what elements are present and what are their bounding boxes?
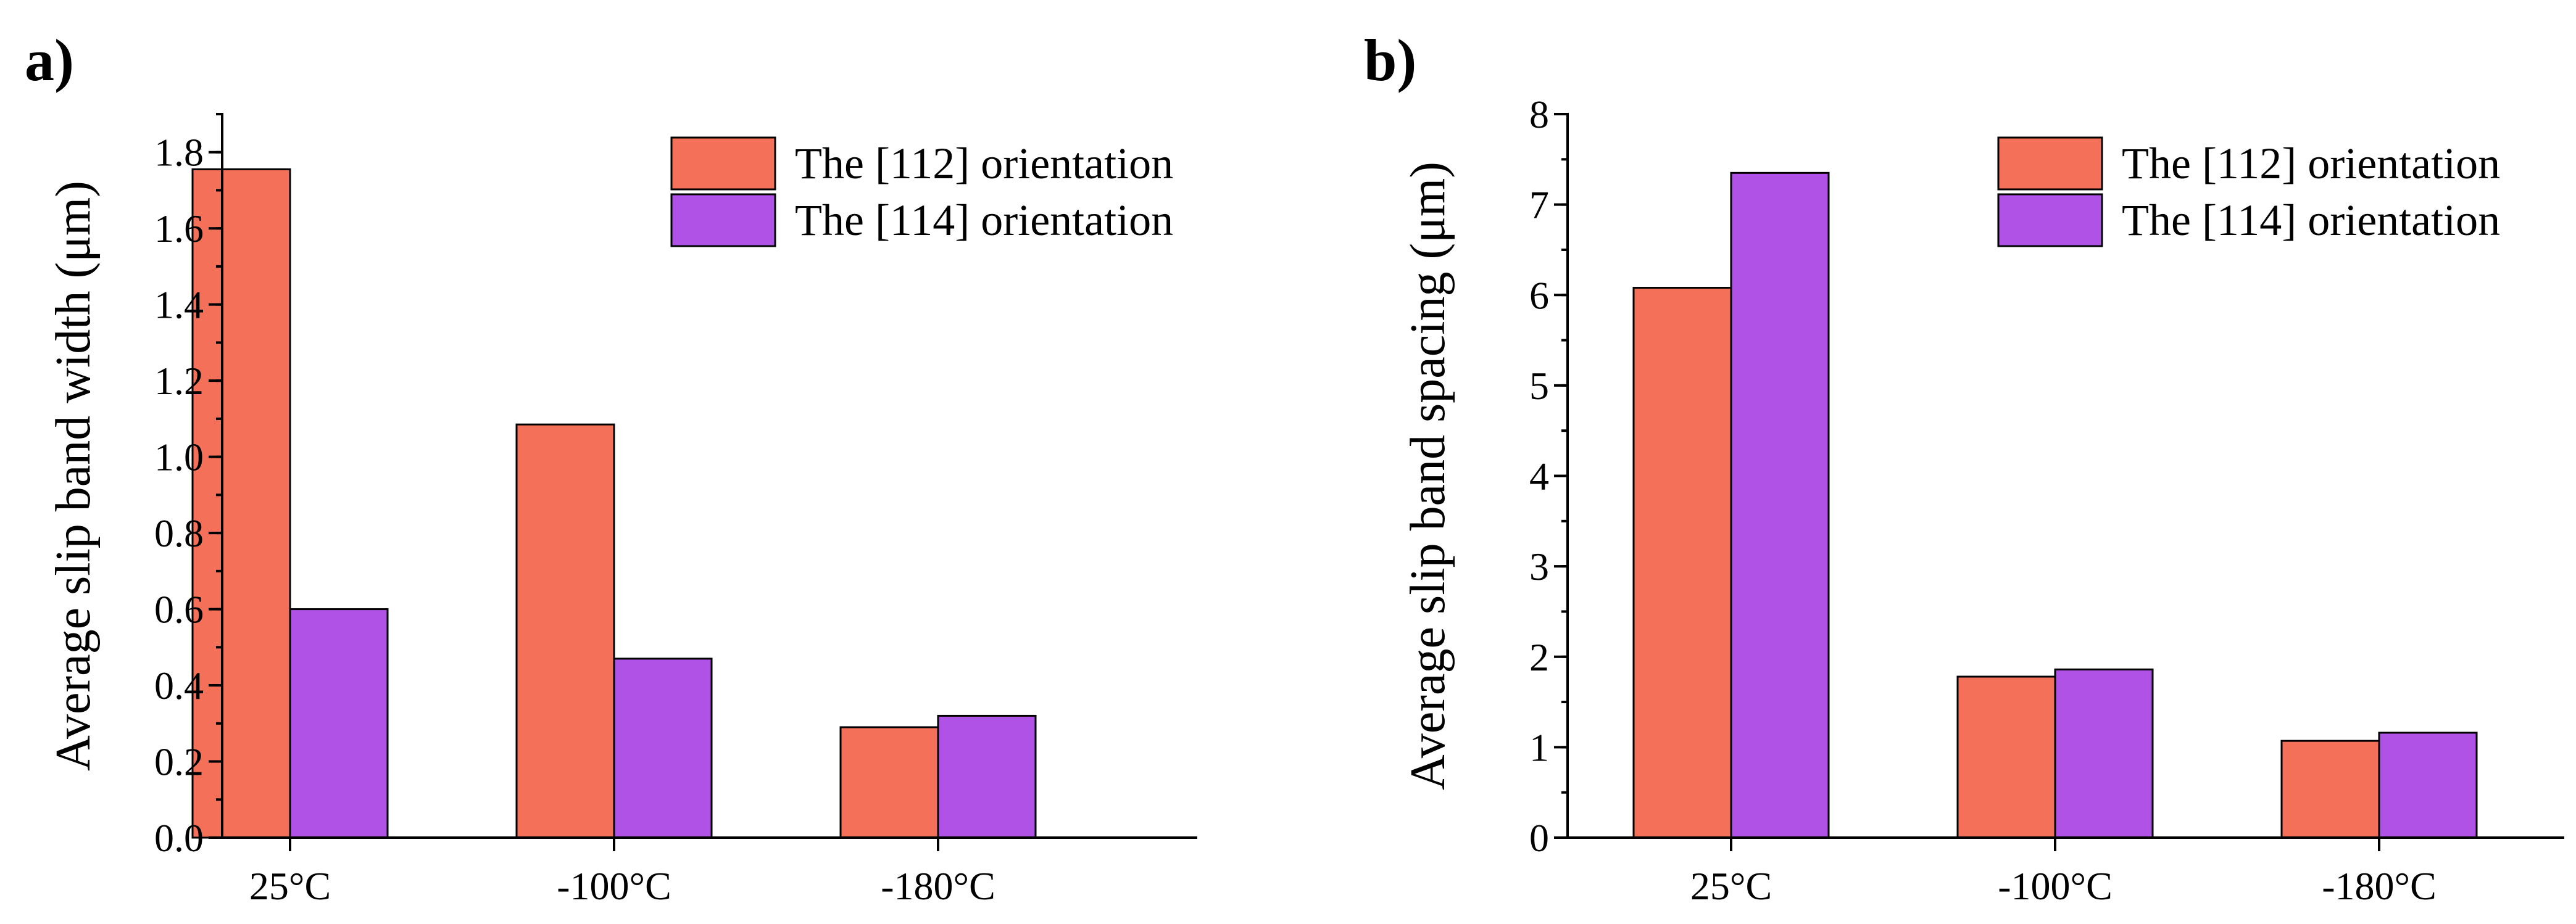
y-tick-label: 4 bbox=[1529, 455, 1549, 498]
legend-label-112: The [112] orientation bbox=[795, 139, 1173, 188]
bar-114-1 bbox=[613, 658, 713, 839]
panel-label: b) bbox=[1364, 27, 1416, 93]
panel-label: a) bbox=[25, 27, 74, 93]
y-tick-label: 1.0 bbox=[154, 435, 204, 479]
bar-114-1 bbox=[2054, 668, 2154, 839]
bar-114-0 bbox=[289, 608, 389, 839]
y-tick-label: 1.8 bbox=[154, 131, 204, 175]
chart-panel-a: a) 0.0 0.2 0.4 0.6 0.8 1.0 1.2 1.4 1.6 1.8 25°C -100… bbox=[25, 27, 1197, 908]
x-tick-label: 25°C bbox=[1690, 864, 1772, 908]
y-tick-label: 0 bbox=[1529, 816, 1549, 860]
bar-112-2 bbox=[839, 726, 939, 839]
bar-114-2 bbox=[2378, 732, 2478, 839]
bar-112-1 bbox=[1956, 675, 2056, 839]
y-tick-label: 1 bbox=[1529, 725, 1549, 769]
bar-114-0 bbox=[1730, 171, 1830, 839]
bar-112-1 bbox=[515, 423, 615, 839]
x-tick-label: -100°C bbox=[1998, 864, 2113, 908]
y-tick-label: 6 bbox=[1529, 273, 1549, 317]
bar-112-0 bbox=[1632, 287, 1732, 839]
y-tick-label: 8 bbox=[1529, 93, 1549, 136]
y-tick-label: 0.8 bbox=[154, 511, 204, 555]
legend-swatch-112 bbox=[670, 136, 776, 191]
chart-panel-b: b) 0 1 2 3 4 5 6 7 8 25°C -100°C -180°C Average slip … bbox=[1364, 27, 2564, 908]
legend-label-114: The [114] orientation bbox=[2122, 196, 2500, 245]
legend-label-114: The [114] orientation bbox=[795, 196, 1173, 245]
y-tick-label: 3 bbox=[1529, 545, 1549, 588]
x-tick-label: 25°C bbox=[249, 864, 331, 908]
legend-swatch-114 bbox=[1997, 193, 2103, 247]
bar-112-2 bbox=[2280, 740, 2380, 839]
bar-114-2 bbox=[937, 714, 1037, 839]
y-tick-label: 2 bbox=[1529, 635, 1549, 679]
y-axis-title: Average slip band spacing (μm) bbox=[1401, 162, 1455, 790]
y-tick-label: 7 bbox=[1529, 183, 1549, 227]
x-tick-label: -100°C bbox=[557, 864, 671, 908]
y-tick-label: 0.6 bbox=[154, 588, 204, 632]
legend-label-112: The [112] orientation bbox=[2122, 139, 2500, 188]
y-tick-label: 0.0 bbox=[154, 816, 204, 860]
legend-swatch-112 bbox=[1997, 136, 2103, 191]
y-tick-label: 0.2 bbox=[154, 740, 204, 784]
y-axis-title: Average slip band width (μm) bbox=[46, 181, 101, 771]
bar-112-0 bbox=[191, 168, 291, 839]
y-tick-label: 5 bbox=[1529, 364, 1549, 408]
legend-swatch-114 bbox=[670, 193, 776, 247]
x-tick-label: -180°C bbox=[2322, 864, 2437, 908]
y-tick-label: 1.2 bbox=[154, 359, 204, 403]
y-tick-label: 1.4 bbox=[154, 283, 204, 327]
y-tick-label: 0.4 bbox=[154, 664, 204, 707]
x-tick-label: -180°C bbox=[881, 864, 995, 908]
y-tick-label: 1.6 bbox=[154, 207, 204, 250]
